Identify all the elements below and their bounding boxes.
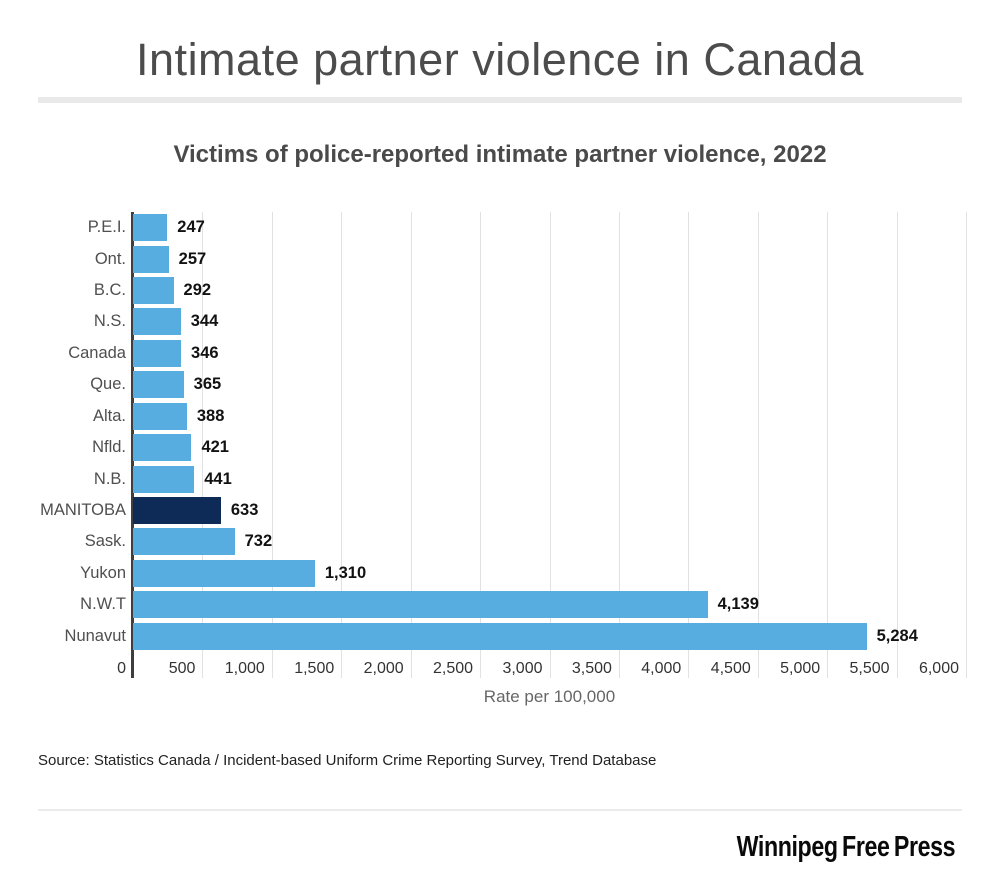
bar-row: 633 bbox=[133, 495, 966, 526]
value-label: 247 bbox=[177, 218, 205, 237]
value-label: 633 bbox=[230, 501, 259, 520]
x-tick-label: 2,500 bbox=[433, 660, 474, 677]
category-label: Nunavut bbox=[64, 626, 126, 645]
bar-row: 441 bbox=[133, 463, 966, 494]
bar-row: 257 bbox=[133, 243, 966, 274]
category-label: N.B. bbox=[93, 469, 126, 488]
gridline bbox=[757, 212, 759, 678]
chart-subtitle: Victims of police-reported intimate part… bbox=[173, 141, 827, 168]
bar-sask bbox=[133, 528, 235, 556]
category-label: MANITOBA bbox=[40, 501, 126, 520]
value-label: 388 bbox=[196, 406, 225, 425]
x-tick-label: 1,000 bbox=[224, 660, 265, 677]
gridline bbox=[410, 212, 412, 678]
value-label: 732 bbox=[244, 532, 273, 551]
bar-row: 344 bbox=[133, 306, 966, 337]
value-label: 344 bbox=[190, 312, 219, 331]
x-tick-label: 2,000 bbox=[363, 660, 404, 677]
publisher-logo: Winnipeg Free Press bbox=[736, 831, 956, 863]
bar-p-e-i bbox=[133, 214, 168, 242]
x-tick-label: 3,500 bbox=[571, 660, 612, 677]
gridline bbox=[827, 212, 829, 678]
y-axis-line bbox=[131, 212, 134, 678]
category-label: Ont. bbox=[94, 249, 126, 268]
gridline bbox=[966, 212, 967, 678]
bar-manitoba bbox=[133, 497, 221, 525]
bar-row: 732 bbox=[133, 526, 966, 557]
bar-b-c bbox=[133, 277, 174, 305]
category-label: B.C. bbox=[93, 281, 126, 300]
value-label: 292 bbox=[183, 281, 212, 300]
gridline bbox=[202, 212, 204, 678]
bar-yukon bbox=[133, 559, 315, 587]
bar-row: 421 bbox=[133, 432, 966, 463]
x-tick-label: 3,000 bbox=[502, 660, 543, 677]
category-label: Que. bbox=[90, 375, 126, 394]
x-axis-ticks: 0 500 1,000 1,500 2,000 2,500 3,000 3,500 4,000 4… bbox=[117, 660, 966, 680]
bar-chart: P.E.I. Ont. B.C. N.S. Canada Que. Alta. Nfld. N.… bbox=[0, 212, 967, 706]
gridline bbox=[688, 212, 690, 678]
gridline bbox=[271, 212, 273, 678]
value-label: 365 bbox=[193, 375, 222, 394]
category-label: N.S. bbox=[93, 312, 126, 331]
bar-row: 346 bbox=[133, 338, 966, 369]
value-label: 1,310 bbox=[324, 563, 367, 582]
bar-nunavut bbox=[133, 622, 867, 650]
category-label: Sask. bbox=[84, 532, 126, 551]
bar-n-w-t bbox=[133, 591, 708, 619]
x-tick-label: 1,500 bbox=[294, 660, 335, 677]
title-divider bbox=[38, 97, 962, 103]
x-tick-label: 0 bbox=[117, 660, 126, 677]
gridline bbox=[618, 212, 620, 678]
bar-row: 5,284 bbox=[133, 621, 966, 652]
bar-row: 4,139 bbox=[133, 589, 966, 620]
bar-row: 247 bbox=[133, 212, 966, 243]
x-axis-title: Rate per 100,000 bbox=[483, 687, 616, 706]
page-title: Intimate partner violence in Canada bbox=[136, 34, 864, 85]
bar-que bbox=[133, 371, 184, 399]
value-label: 5,284 bbox=[876, 626, 918, 645]
x-tick-label: 6,000 bbox=[918, 660, 959, 677]
bar-row: 388 bbox=[133, 401, 966, 432]
x-tick-label: 5,500 bbox=[849, 660, 890, 677]
category-label: N.W.T bbox=[80, 595, 126, 614]
value-label: 257 bbox=[178, 249, 207, 268]
x-tick-label: 5,000 bbox=[780, 660, 821, 677]
gridline bbox=[896, 212, 898, 678]
category-label: P.E.I. bbox=[87, 218, 126, 237]
category-label: Alta. bbox=[92, 406, 126, 425]
value-label: 441 bbox=[204, 469, 232, 488]
value-label: 4,139 bbox=[717, 595, 759, 614]
gridline bbox=[341, 212, 343, 678]
x-tick-label: 500 bbox=[168, 660, 196, 677]
bar-n-b bbox=[133, 465, 195, 493]
bar-row: 365 bbox=[133, 369, 966, 400]
value-label: 421 bbox=[201, 438, 229, 457]
value-label: 346 bbox=[191, 343, 219, 362]
bar-canada bbox=[133, 339, 182, 367]
bar-n-s bbox=[133, 308, 181, 336]
x-tick-label: 4,000 bbox=[641, 660, 682, 677]
plot-area: 247 257 292 344 346 365 388 421 441 633 732 1,310 4,… bbox=[131, 212, 967, 678]
source-credit: Source: Statistics Canada / Incident-bas… bbox=[38, 752, 657, 769]
bar-nfld bbox=[133, 434, 192, 462]
category-label: Nfld. bbox=[92, 438, 126, 457]
bar-ont bbox=[133, 245, 169, 273]
gridline bbox=[480, 212, 482, 678]
bar-row: 1,310 bbox=[133, 558, 966, 589]
gridline bbox=[549, 212, 551, 678]
bar-row: 292 bbox=[133, 275, 966, 306]
category-label: Yukon bbox=[80, 563, 126, 582]
bar-alta bbox=[133, 402, 187, 430]
category-label: Canada bbox=[68, 343, 126, 362]
category-axis: P.E.I. Ont. B.C. N.S. Canada Que. Alta. Nfld. N.… bbox=[0, 212, 126, 652]
x-tick-label: 4,500 bbox=[710, 660, 751, 677]
footer-divider bbox=[38, 809, 962, 811]
